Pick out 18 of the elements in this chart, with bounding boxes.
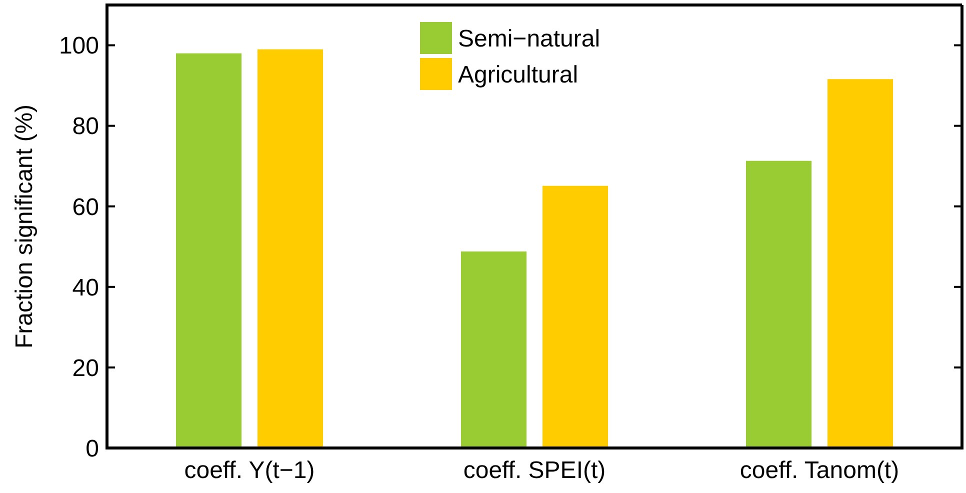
y-axis-title: Fraction significant (%) bbox=[11, 104, 38, 349]
y-tick-label: 80 bbox=[72, 113, 99, 140]
y-tick-label: 100 bbox=[58, 32, 99, 60]
bar bbox=[176, 53, 242, 448]
y-tick-label: 60 bbox=[72, 194, 99, 221]
y-tick-label: 0 bbox=[86, 435, 99, 462]
bar bbox=[257, 49, 324, 448]
x-tick-label: coeff. Y(t−1) bbox=[184, 457, 315, 484]
bar bbox=[542, 186, 608, 448]
bar bbox=[827, 79, 894, 448]
x-tick-label: coeff. Tanom(t) bbox=[740, 457, 900, 484]
bar bbox=[460, 251, 527, 448]
y-tick-label: 40 bbox=[72, 274, 99, 302]
legend-label: Agricultural bbox=[458, 61, 578, 88]
legend-label: Semi−natural bbox=[458, 25, 600, 52]
y-tick-label: 20 bbox=[72, 354, 99, 382]
x-tick-label: coeff. SPEI(t) bbox=[463, 457, 606, 484]
bar bbox=[746, 160, 812, 448]
